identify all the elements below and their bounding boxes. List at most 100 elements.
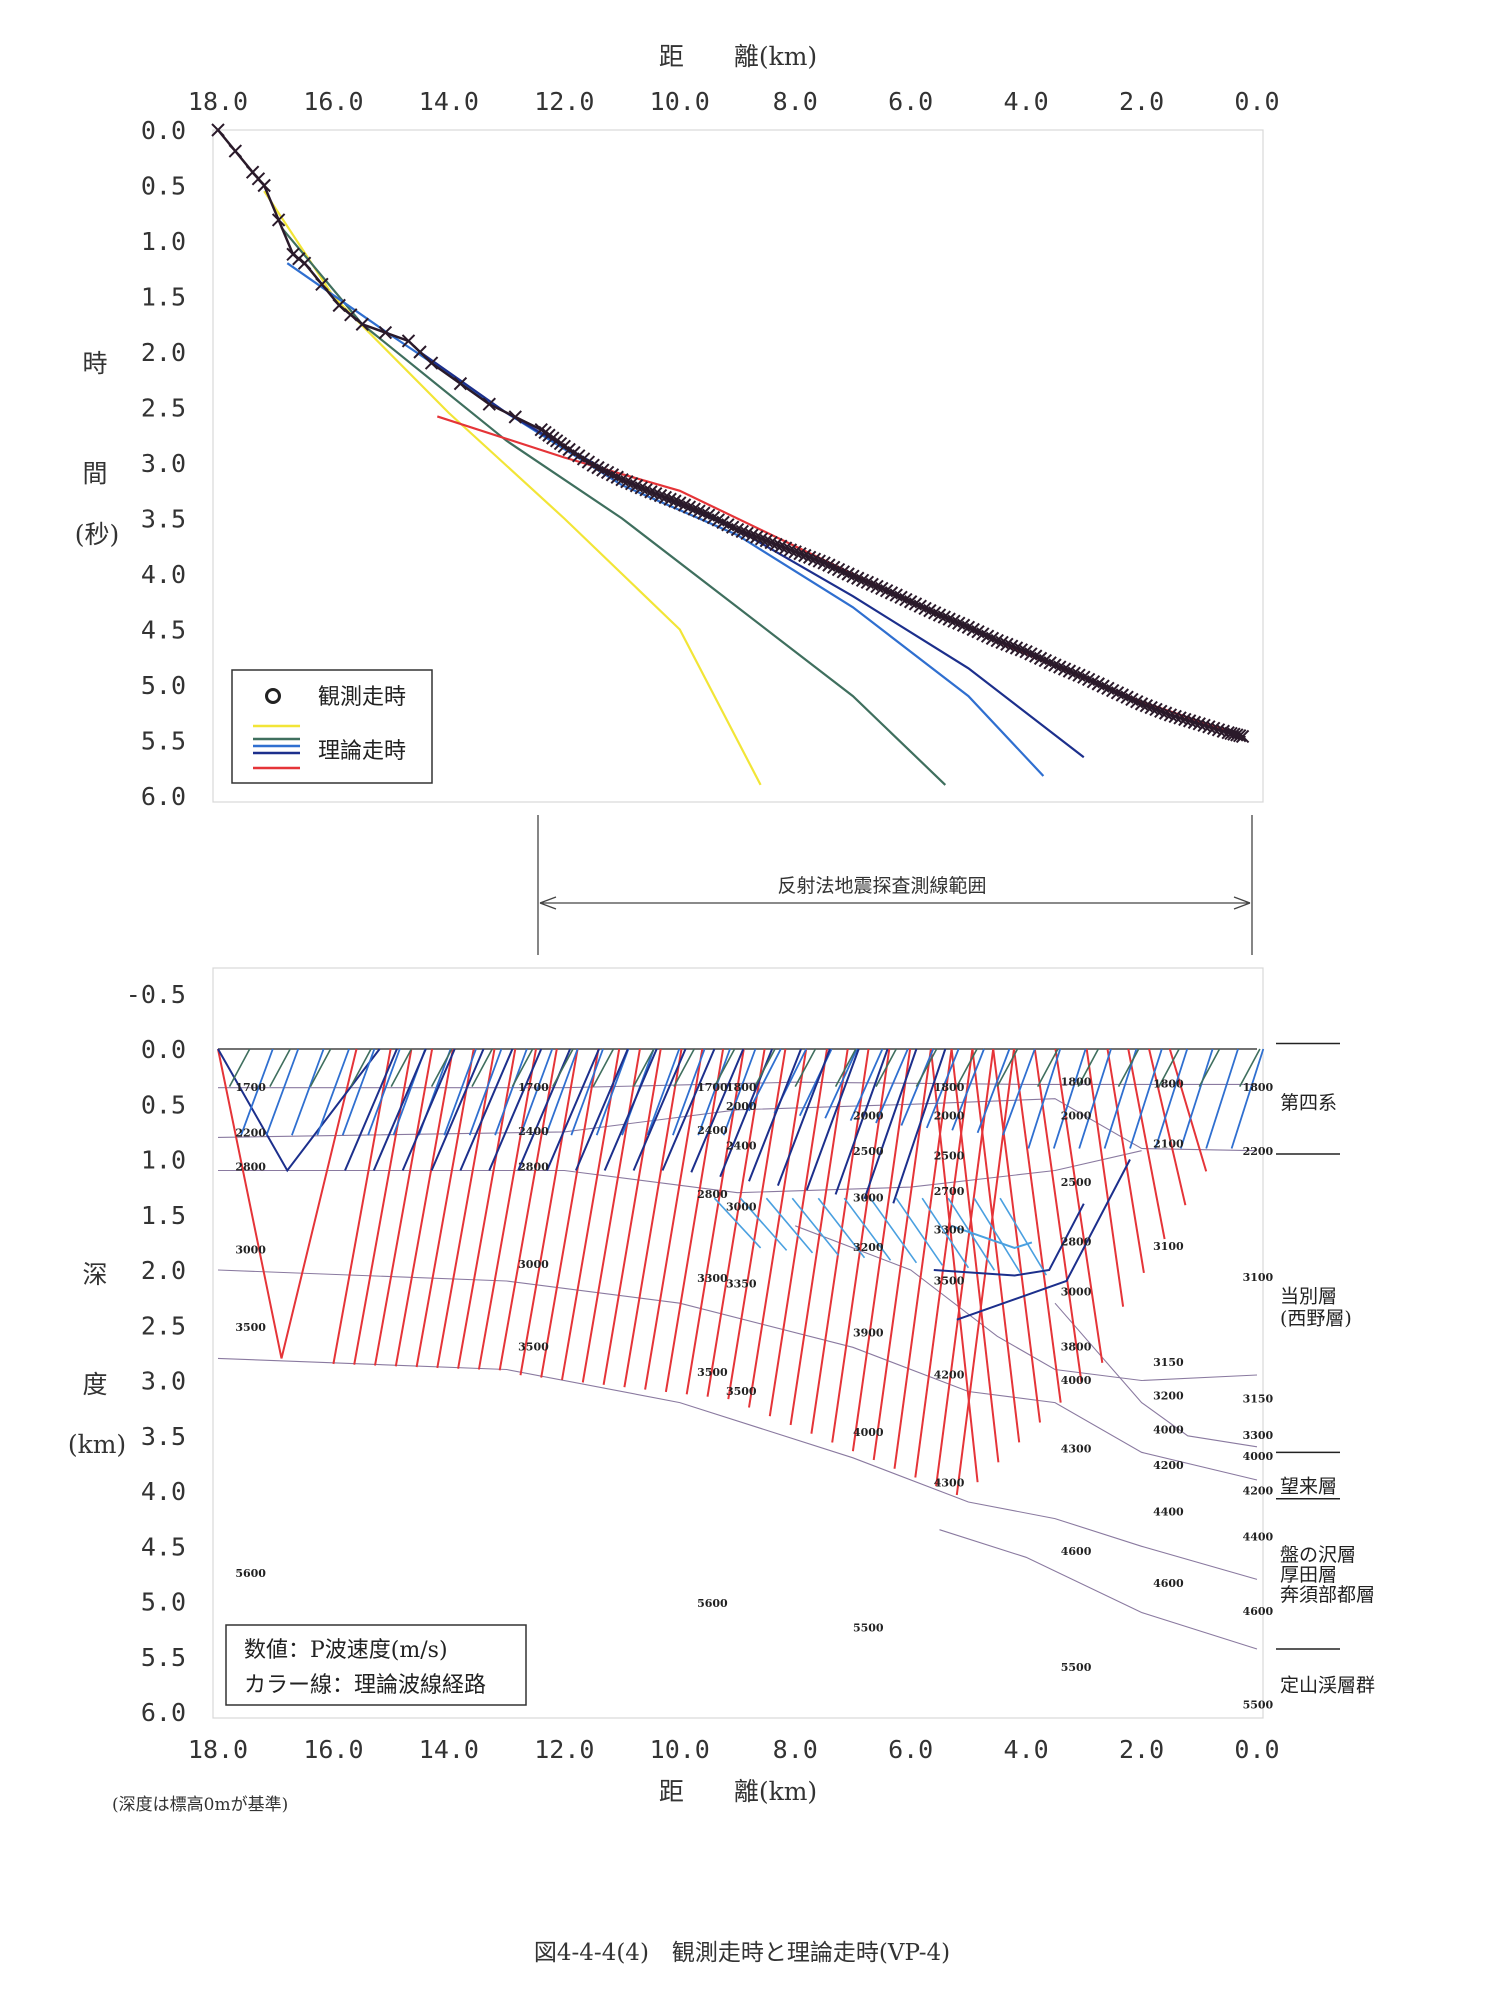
ray-path — [350, 1048, 372, 1087]
velocity-label: 4000 — [853, 1426, 884, 1439]
ray-path — [1238, 1048, 1261, 1087]
layer-boundary — [218, 1150, 1142, 1194]
depth-x-tick-label: 4.0 — [1004, 1735, 1049, 1764]
depth-legend-line-2: カラー線：理論波線経路 — [244, 1673, 486, 1698]
ray-path — [895, 1197, 944, 1266]
velocity-label: 1800 — [726, 1081, 757, 1094]
survey-range-label: 反射法地震探査測線範囲 — [777, 875, 986, 897]
ray-path — [834, 1048, 857, 1087]
depth-x-tick-label: 2.0 — [1119, 1735, 1164, 1764]
observed-point — [453, 376, 468, 391]
velocity-label: 4200 — [1243, 1484, 1274, 1497]
velocity-label: 3200 — [853, 1241, 884, 1254]
observed-point — [1211, 723, 1226, 737]
ray-path — [341, 1048, 376, 1136]
travel-time-x-tick-label: 10.0 — [650, 87, 710, 116]
velocity-label: 4000 — [1061, 1374, 1092, 1387]
ray-path — [1036, 1048, 1059, 1087]
velocity-label: 3300 — [934, 1224, 965, 1237]
observed-point — [1187, 715, 1202, 730]
ray-path — [1002, 1048, 1036, 1136]
layer-boundary — [1054, 1302, 1258, 1448]
depth-y-tick-label: 5.0 — [141, 1588, 186, 1617]
depth-legend-box — [225, 1624, 527, 1706]
depth-section-x-axis-title: 距 離(km) — [659, 1777, 817, 1806]
ray-path — [817, 1197, 866, 1259]
ray-path — [1052, 1048, 1087, 1149]
velocity-label: 3800 — [1061, 1341, 1092, 1354]
ray-path — [892, 1048, 947, 1204]
velocity-label: 2000 — [934, 1110, 965, 1123]
depth-reference-note: (深度は標高0mが基準) — [112, 1795, 288, 1815]
ray-path — [644, 1048, 704, 1390]
legend-theoretical-label: 理論走時 — [318, 739, 406, 764]
ray-path — [661, 1048, 716, 1171]
ray-path — [706, 1048, 766, 1397]
travel-time-y-label-unit: (秒) — [75, 520, 120, 549]
observed-point — [211, 123, 225, 137]
layer-name: 盤の沢層 — [1280, 1544, 1356, 1566]
theoretical-curve-yellow — [263, 190, 762, 786]
ray-path — [1148, 1048, 1187, 1206]
layer-boundary — [939, 1529, 1258, 1650]
velocity-label: 2000 — [853, 1110, 884, 1123]
layer-boundary — [795, 1225, 1258, 1382]
ray-path — [900, 1048, 935, 1126]
ray-path — [956, 1159, 1131, 1321]
ray-path — [240, 1048, 274, 1136]
velocity-label: 3000 — [1061, 1285, 1092, 1298]
observed-point — [1235, 729, 1250, 744]
observed-point — [1173, 711, 1187, 725]
travel-time-x-tick-label: 12.0 — [534, 87, 594, 116]
ray-path — [595, 1048, 630, 1136]
ray-path — [592, 1048, 615, 1087]
velocity-label: 4400 — [1243, 1531, 1274, 1544]
velocity-label: 3500 — [934, 1274, 965, 1287]
velocity-label: 2700 — [934, 1185, 965, 1198]
ray-path — [394, 1048, 454, 1367]
ray-path — [955, 1048, 1015, 1496]
velocity-label: 2800 — [697, 1188, 728, 1201]
ray-path — [316, 1048, 350, 1136]
observed-point — [401, 334, 416, 348]
depth-legend: 数値：P波速度(m/s) カラー線：理論波線経路 — [225, 1624, 527, 1706]
ray-path — [810, 1048, 870, 1434]
observed-point — [1182, 714, 1197, 728]
ray-path — [1033, 1048, 1083, 1383]
ray-path — [947, 1197, 996, 1271]
depth-y-label-char-1: 深 — [82, 1260, 107, 1289]
ray-path — [603, 1048, 658, 1171]
ray-path — [992, 1048, 1041, 1423]
observed-point — [482, 397, 497, 411]
layer-name: 奔須部都層 — [1280, 1584, 1375, 1606]
depth-x-tick-label: 12.0 — [534, 1735, 594, 1764]
depth-y-tick-label: 3.0 — [141, 1367, 186, 1396]
ray-path — [443, 1048, 477, 1136]
observed-point — [424, 356, 439, 370]
travel-time-x-axis-title: 距 離(km) — [659, 42, 817, 71]
ray-path — [789, 1048, 849, 1426]
ray-path — [863, 1048, 918, 1200]
depth-x-tick-label: 6.0 — [888, 1735, 933, 1764]
observed-point — [332, 298, 346, 313]
travel-time-y-tick-label: 3.5 — [141, 505, 186, 534]
travel-time-y-tick-label: 4.5 — [141, 616, 186, 645]
depth-section-chart: 1700220028003000350056001700240028003000… — [68, 967, 1375, 1815]
observed-marker-icon — [265, 688, 281, 704]
travel-time-y-tick-label: 1.0 — [141, 227, 186, 256]
ray-path — [672, 1048, 706, 1136]
velocity-label: 3300 — [697, 1272, 728, 1285]
travel-time-x-tick-label: 4.0 — [1004, 87, 1049, 116]
figure-caption: 図4-4-4(4) 観測走時と理論走時(VP-4) — [534, 1940, 950, 1966]
layer-name: 第四系 — [1280, 1092, 1337, 1114]
ray-path — [722, 1048, 757, 1136]
ray-path — [893, 1048, 953, 1469]
ray-path — [1027, 1048, 1062, 1149]
ray-path — [390, 1048, 413, 1087]
velocity-label: 3350 — [726, 1278, 757, 1291]
ray-path — [632, 1048, 655, 1087]
ray-paths — [217, 1048, 1265, 1496]
velocity-label: 3500 — [235, 1321, 266, 1334]
legend-observed-label: 観測走時 — [318, 685, 406, 710]
